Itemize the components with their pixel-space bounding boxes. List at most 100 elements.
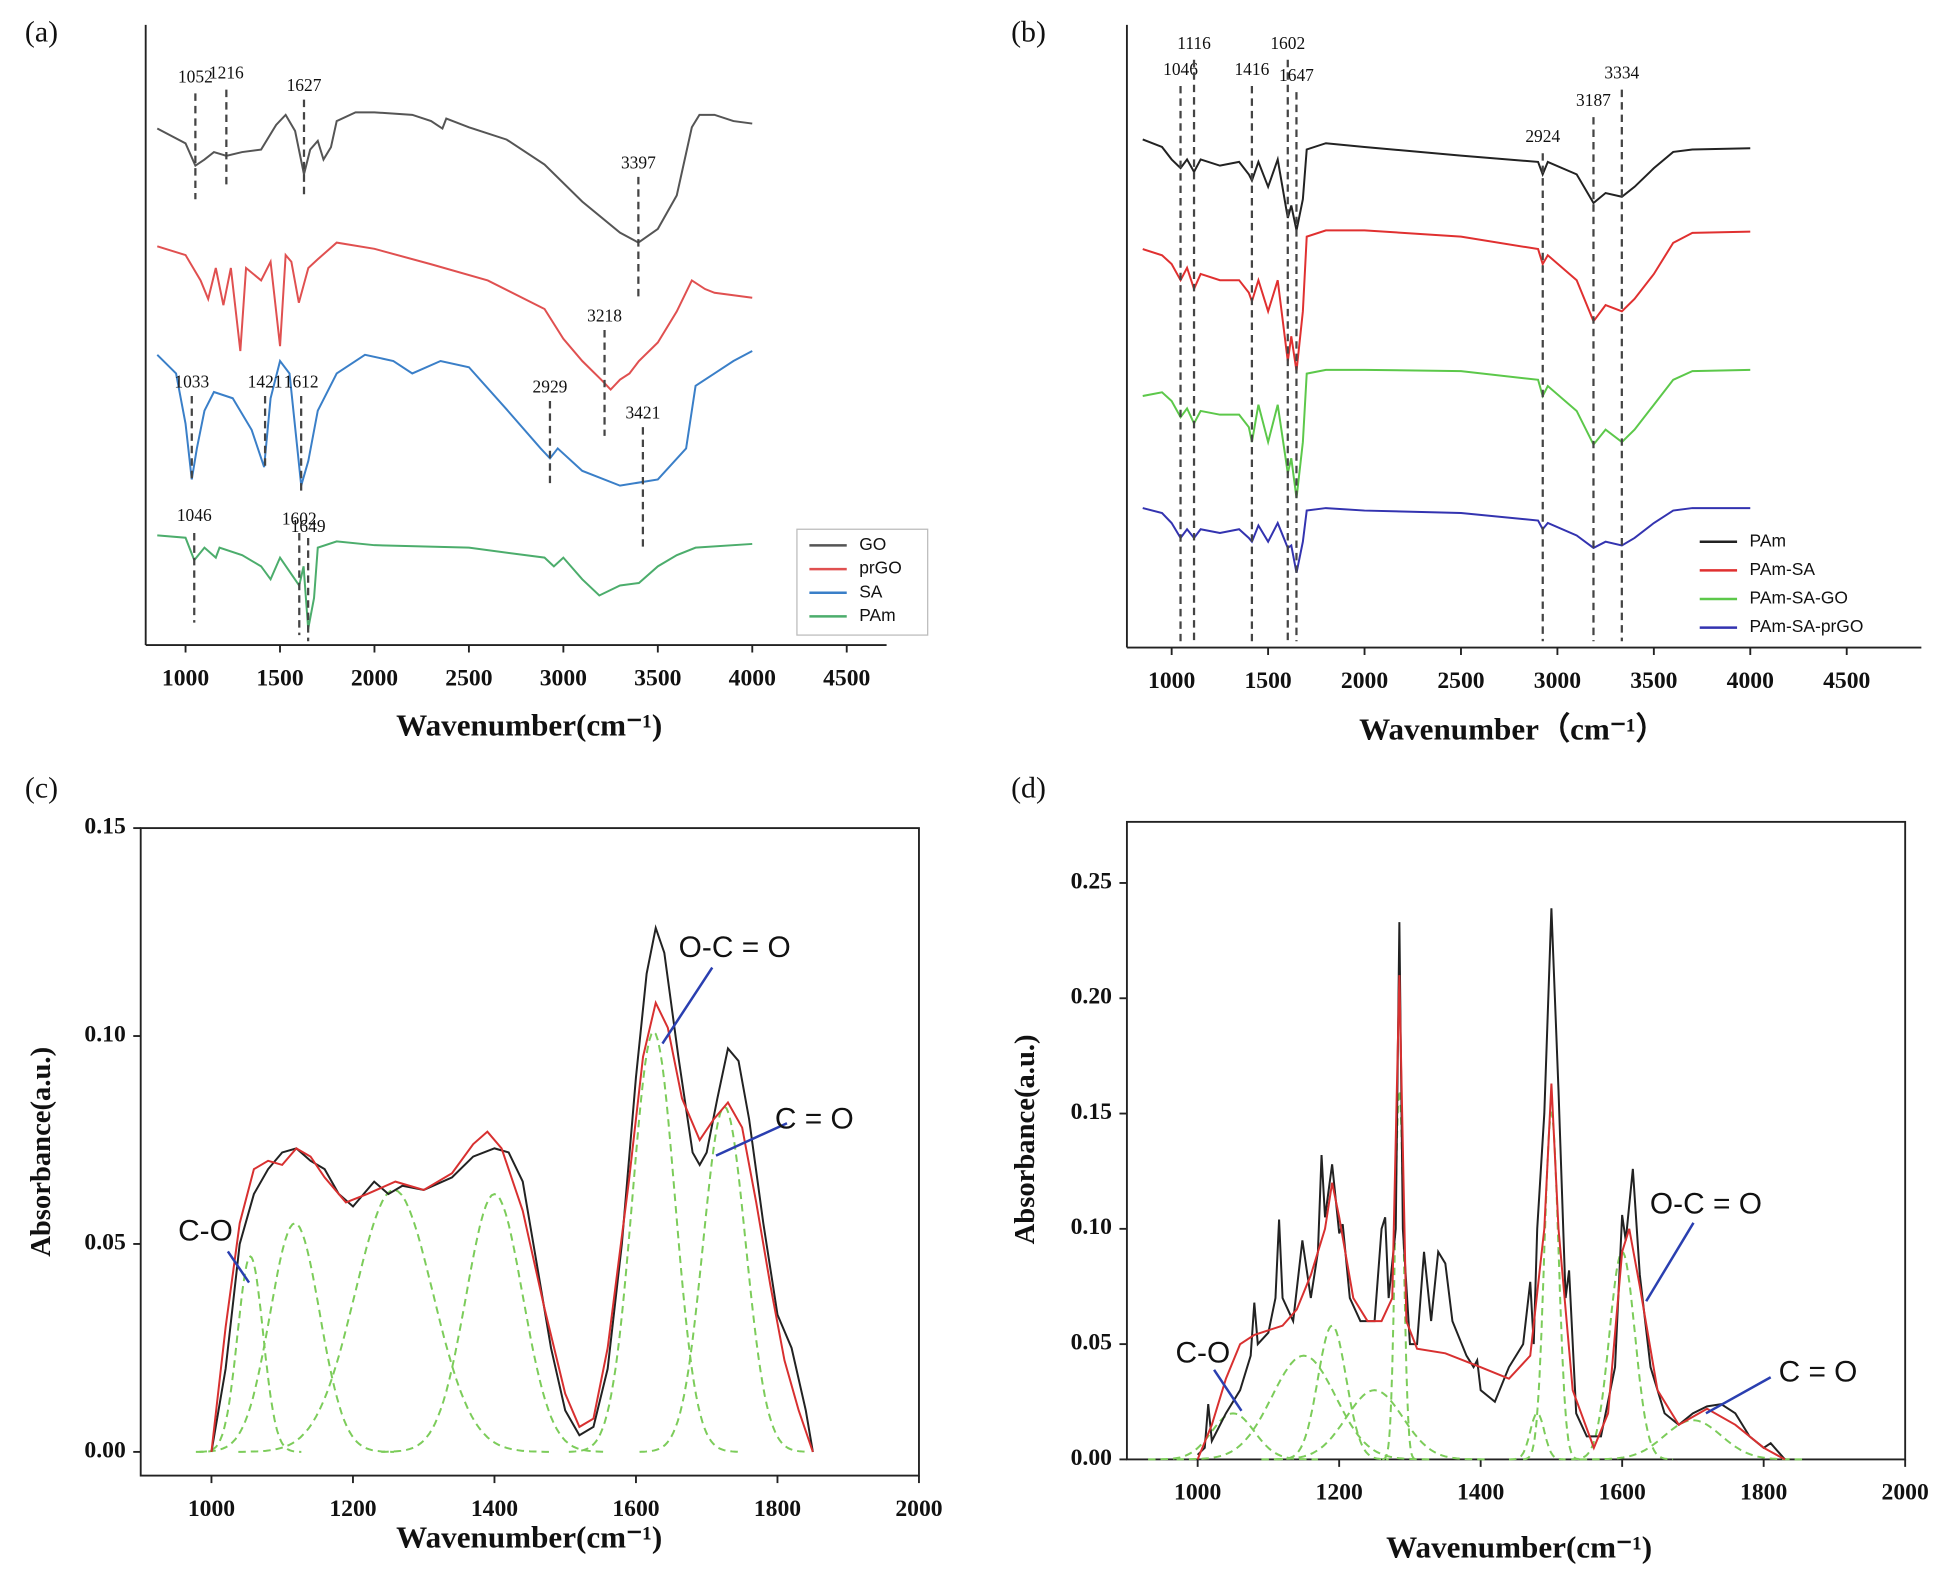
x-tick-label: 3500 [1630,668,1677,694]
peak-label: 1033 [174,372,209,392]
y-tick-label: 0.05 [1071,1330,1112,1356]
panel-label: (c) [25,772,58,805]
y-tick-label: 0.10 [84,1021,125,1047]
fit-peak [1176,1354,1432,1461]
annotation-pointer [715,1122,788,1157]
y-tick-label: 0.20 [1071,984,1112,1010]
fit-peak [568,1030,739,1453]
annotation-pointer [226,1250,251,1284]
fit-peak [1148,1412,1318,1461]
peak-label: 1602 [282,509,317,529]
x-tick-label: 1800 [754,1496,801,1522]
peak-label: 1602 [1270,33,1305,53]
annotation-pointer [1213,1369,1243,1412]
x-tick-label: 3500 [634,665,681,691]
annotation: O-C = O [679,931,791,964]
spectrum-line [157,534,753,630]
peak-label: 1216 [209,63,244,83]
spectrum-line [1142,368,1751,499]
x-tick-label: 4000 [1727,668,1774,694]
fit-peak [199,1255,302,1453]
x-tick-label: 1500 [256,665,303,691]
x-axis-title: Wavenumber（cm⁻¹） [1359,711,1667,746]
peak-label: 2929 [533,377,568,397]
peak-label: 3334 [1604,63,1639,83]
x-tick-label: 2000 [351,665,398,691]
x-tick-label: 2000 [895,1496,942,1522]
x-tick-label: 4500 [1823,668,1870,694]
fit-peak [1275,1324,1389,1461]
x-tick-label: 1000 [162,665,209,691]
y-tick-label: 0.05 [84,1229,125,1255]
y-tick-label: 0.15 [84,814,125,840]
fit-peak [238,1188,550,1453]
spectrum-line [1142,507,1751,574]
peak-label: 1647 [1279,65,1314,85]
annotation: C-O [178,1215,233,1248]
spectrum-line [156,241,753,391]
x-tick-label: 1600 [612,1496,659,1522]
peak-label: 3397 [621,152,656,172]
x-tick-label: 4000 [729,665,776,691]
x-tick-label: 1500 [1244,668,1291,694]
x-tick-label: 1000 [188,1496,235,1522]
fit-peak [639,1105,810,1453]
legend-label: PAm-SA-GO [1750,588,1848,608]
annotation: C-O [1175,1337,1230,1370]
y-tick-label: 0.00 [1071,1445,1112,1471]
spectrum-line [1196,908,1786,1461]
fit-peak [1261,1389,1488,1461]
spectrum-line [210,924,814,1453]
plot-frame [139,827,920,1477]
x-tick-label: 1000 [1174,1480,1221,1506]
peak-label: 1116 [1177,33,1211,53]
x-axis-title: Wavenumber(cm⁻¹) [396,1519,662,1554]
spectrum-line [1196,975,1786,1461]
panel-label: (a) [25,16,58,49]
legend-label: PAm-SA-prGO [1750,616,1864,636]
x-tick-label: 3000 [540,665,587,691]
annotation: O-C = O [1650,1187,1762,1220]
fit-peak [1523,1110,1580,1461]
y-axis-title: Absorbance(a.u.) [1009,1034,1041,1244]
peak-label: 1649 [291,516,326,536]
legend-label: PAm [859,605,895,625]
fit-peak [381,1192,608,1453]
x-tick-label: 1400 [471,1496,518,1522]
annotation: C = O [775,1103,854,1136]
y-tick-label: 0.15 [1071,1099,1112,1125]
legend-label: PAm-SA [1750,559,1816,579]
x-tick-label: 1600 [1599,1480,1646,1506]
spectrum-line [1142,138,1751,231]
peak-label: 3421 [625,403,660,423]
x-tick-label: 2000 [1341,668,1388,694]
legend-label: PAm [1750,530,1786,550]
y-tick-label: 0.00 [84,1437,125,1463]
peak-label: 3218 [587,306,622,326]
peak-label: 1046 [177,505,212,525]
fit-peak [1579,1419,1807,1461]
x-tick-label: 1200 [329,1496,376,1522]
panel-label: (b) [1011,16,1046,49]
x-tick-label: 2500 [445,665,492,691]
x-tick-label: 4500 [823,665,870,691]
peak-label: 1046 [1163,59,1198,79]
fit-peak [195,1222,394,1453]
x-tick-label: 3000 [1534,668,1581,694]
spectrum-line [210,999,814,1453]
peak-label: 1627 [287,75,322,95]
legend-box [796,528,929,636]
spectrum-line [1142,229,1751,372]
x-tick-label: 1400 [1457,1480,1504,1506]
spectrum-line [156,350,753,487]
x-tick-label: 1800 [1740,1480,1787,1506]
x-tick-label: 2000 [1882,1480,1929,1506]
annotation-pointer [1705,1376,1772,1415]
annotation-pointer [661,966,714,1045]
peak-label: 1612 [284,372,319,392]
x-tick-label: 1000 [1148,668,1195,694]
legend-label: SA [859,581,883,601]
spectrum-line [156,111,753,244]
